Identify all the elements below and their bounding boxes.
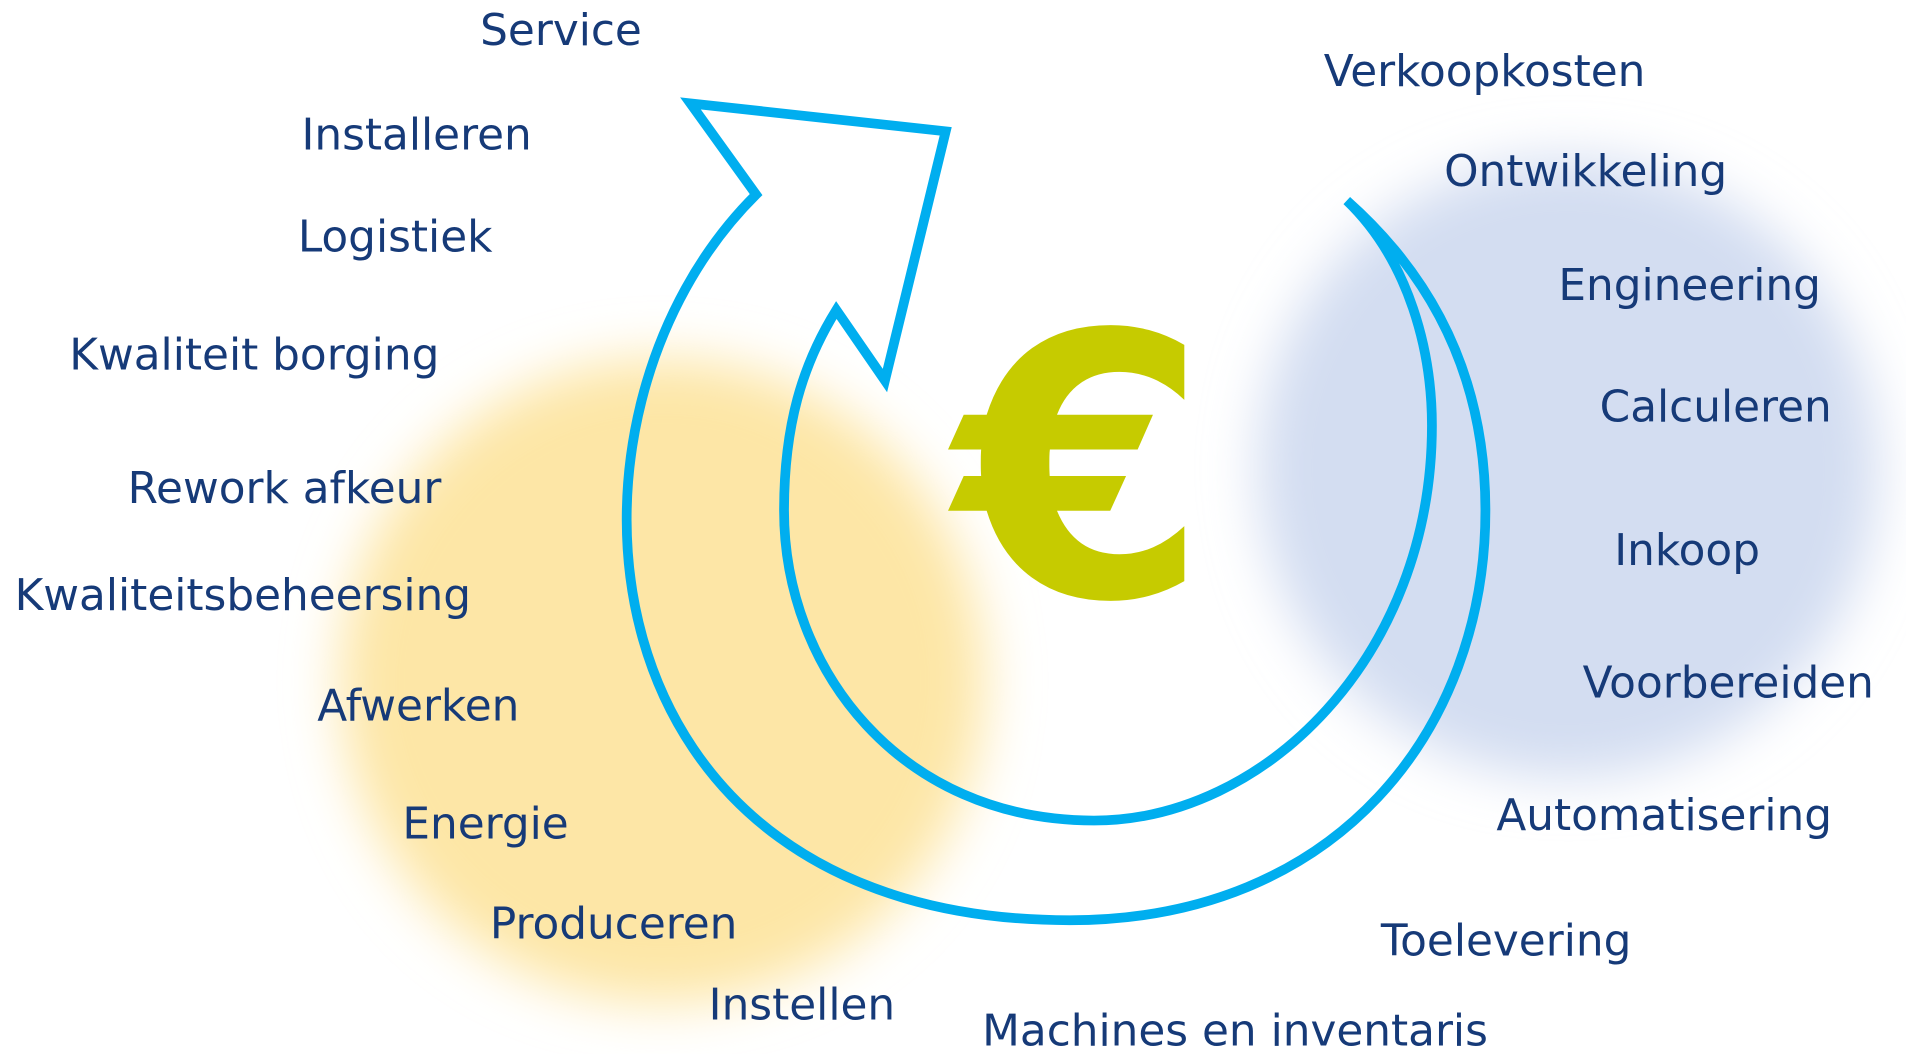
cost-label: Toelevering [1380, 915, 1632, 966]
cost-label: Energie [402, 799, 568, 850]
cost-label: Calculeren [1600, 382, 1832, 433]
cost-label: Kwaliteit borging [69, 329, 439, 380]
euro-symbol: € [944, 259, 1209, 683]
cost-label: Automatisering [1496, 790, 1832, 841]
cost-label: Afwerken [317, 681, 519, 732]
yellow-blob [340, 358, 985, 1003]
cost-label: Logistiek [298, 212, 493, 263]
labels: Service Installeren Logistiek Kwaliteit bor… [15, 5, 1874, 1054]
cost-label: Rework afkeur [128, 463, 442, 514]
cycle-arrow [621, 97, 1491, 926]
cost-label: Service [480, 5, 642, 56]
cost-label: Ontwikkeling [1444, 146, 1727, 197]
cost-label: Kwaliteitsbeheersing [15, 570, 471, 621]
cost-label: Machines en inventaris [982, 1005, 1488, 1054]
cost-label: Inkoop [1614, 525, 1760, 576]
cost-label: Installeren [301, 109, 531, 160]
cost-label: Verkoopkosten [1324, 46, 1646, 97]
cost-label: Voorbereiden [1583, 658, 1874, 709]
cost-label: Produceren [490, 898, 738, 949]
cost-label: Engineering [1558, 260, 1821, 311]
cost-label: Instellen [709, 980, 895, 1031]
